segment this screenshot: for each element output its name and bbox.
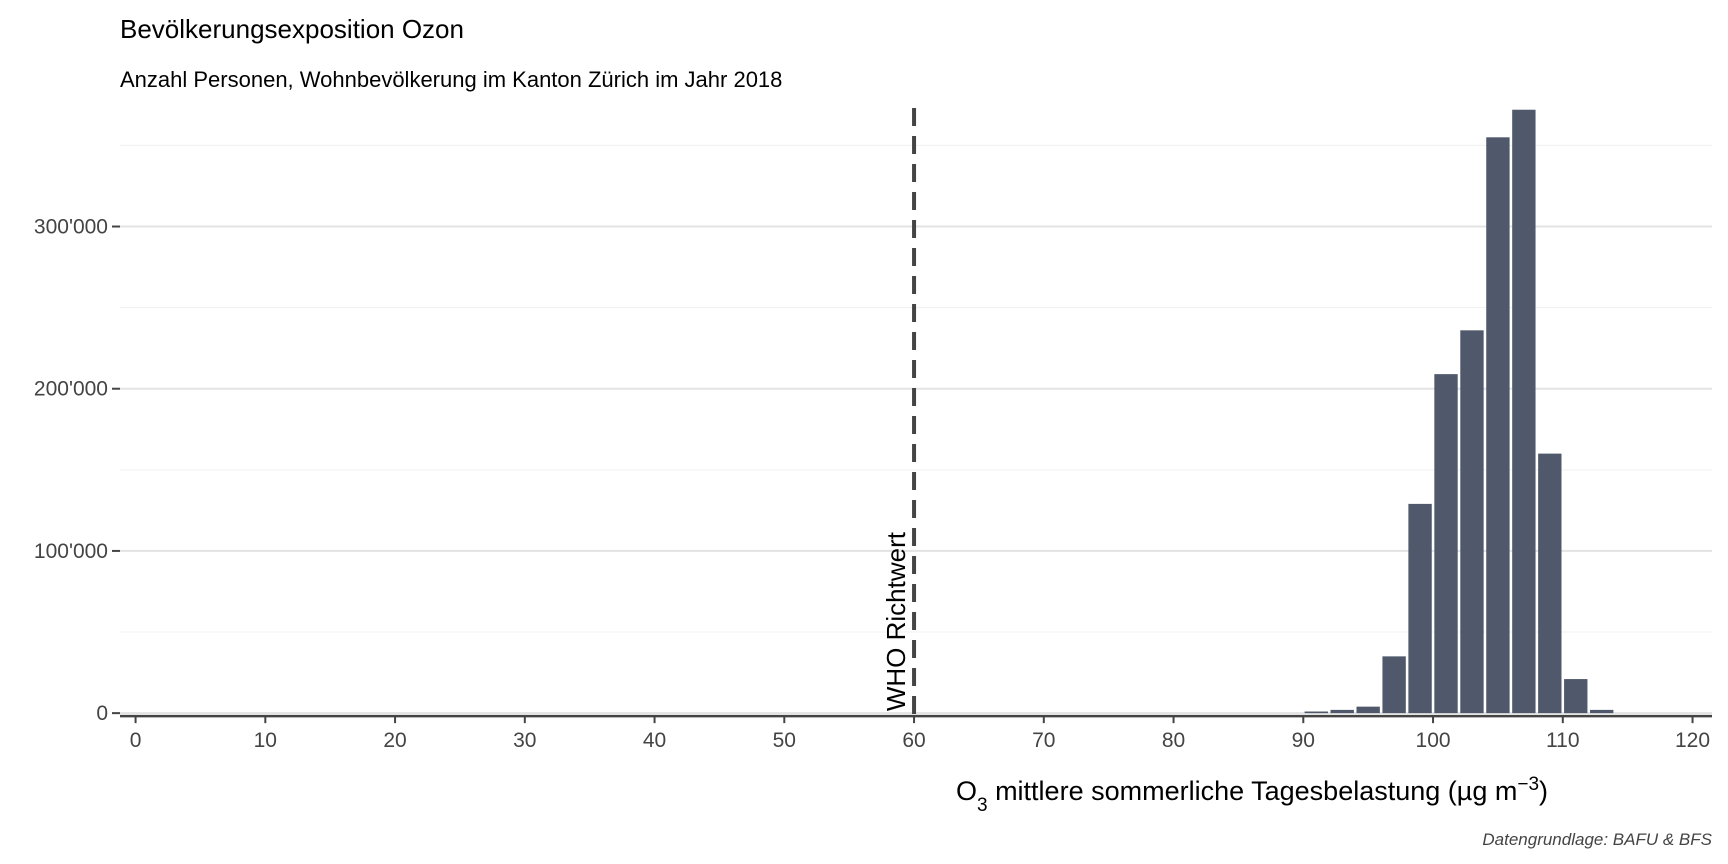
bar [1434, 374, 1458, 714]
x-tick-label: 80 [1162, 729, 1185, 752]
x-tick-label: 50 [773, 729, 796, 752]
bar [1538, 453, 1562, 714]
bars [1304, 109, 1614, 714]
y-tick-label: 0 [96, 702, 108, 725]
bar [1460, 330, 1484, 714]
x-axis-title: O3 mittlere sommerliche Tagesbelastung (… [956, 774, 1548, 816]
chart-title: Bevölkerungsexposition Ozon [120, 14, 464, 44]
y-tick-label: 100'000 [34, 540, 108, 563]
bar [1382, 656, 1406, 714]
x-tick-label: 20 [383, 729, 406, 752]
reference-line-label: WHO Richtwert [881, 531, 911, 711]
bar [1304, 711, 1328, 714]
bar [1486, 137, 1510, 714]
reference-line-group: WHO Richtwert [881, 108, 917, 717]
y-tick-label: 300'000 [34, 216, 108, 239]
bar [1564, 679, 1588, 714]
bar [1408, 503, 1432, 714]
x-tick-label: 10 [254, 729, 277, 752]
bar [1512, 109, 1536, 714]
bar [1356, 706, 1380, 714]
x-tick-label: 30 [513, 729, 536, 752]
x-tick-label: 120 [1675, 729, 1710, 752]
x-tick-label: 70 [1032, 729, 1055, 752]
axes: 0 10 20 30 40 50 60 70 80 90 100 110 120 0 100'000 200'… [34, 216, 1712, 752]
bar [1590, 709, 1614, 714]
caption: Datengrundlage: BAFU & BFS [1482, 830, 1712, 849]
x-tick-label: 110 [1546, 729, 1579, 752]
bar [1330, 709, 1354, 714]
x-tick-label: 60 [902, 729, 925, 752]
x-tick-label: 0 [130, 729, 142, 752]
x-tick-label: 40 [643, 729, 666, 752]
chart-subtitle: Anzahl Personen, Wohnbevölkerung im Kant… [120, 67, 782, 92]
x-tick-label: 100 [1416, 729, 1451, 752]
y-tick-label: 200'000 [34, 378, 108, 401]
x-tick-label: 90 [1292, 729, 1315, 752]
